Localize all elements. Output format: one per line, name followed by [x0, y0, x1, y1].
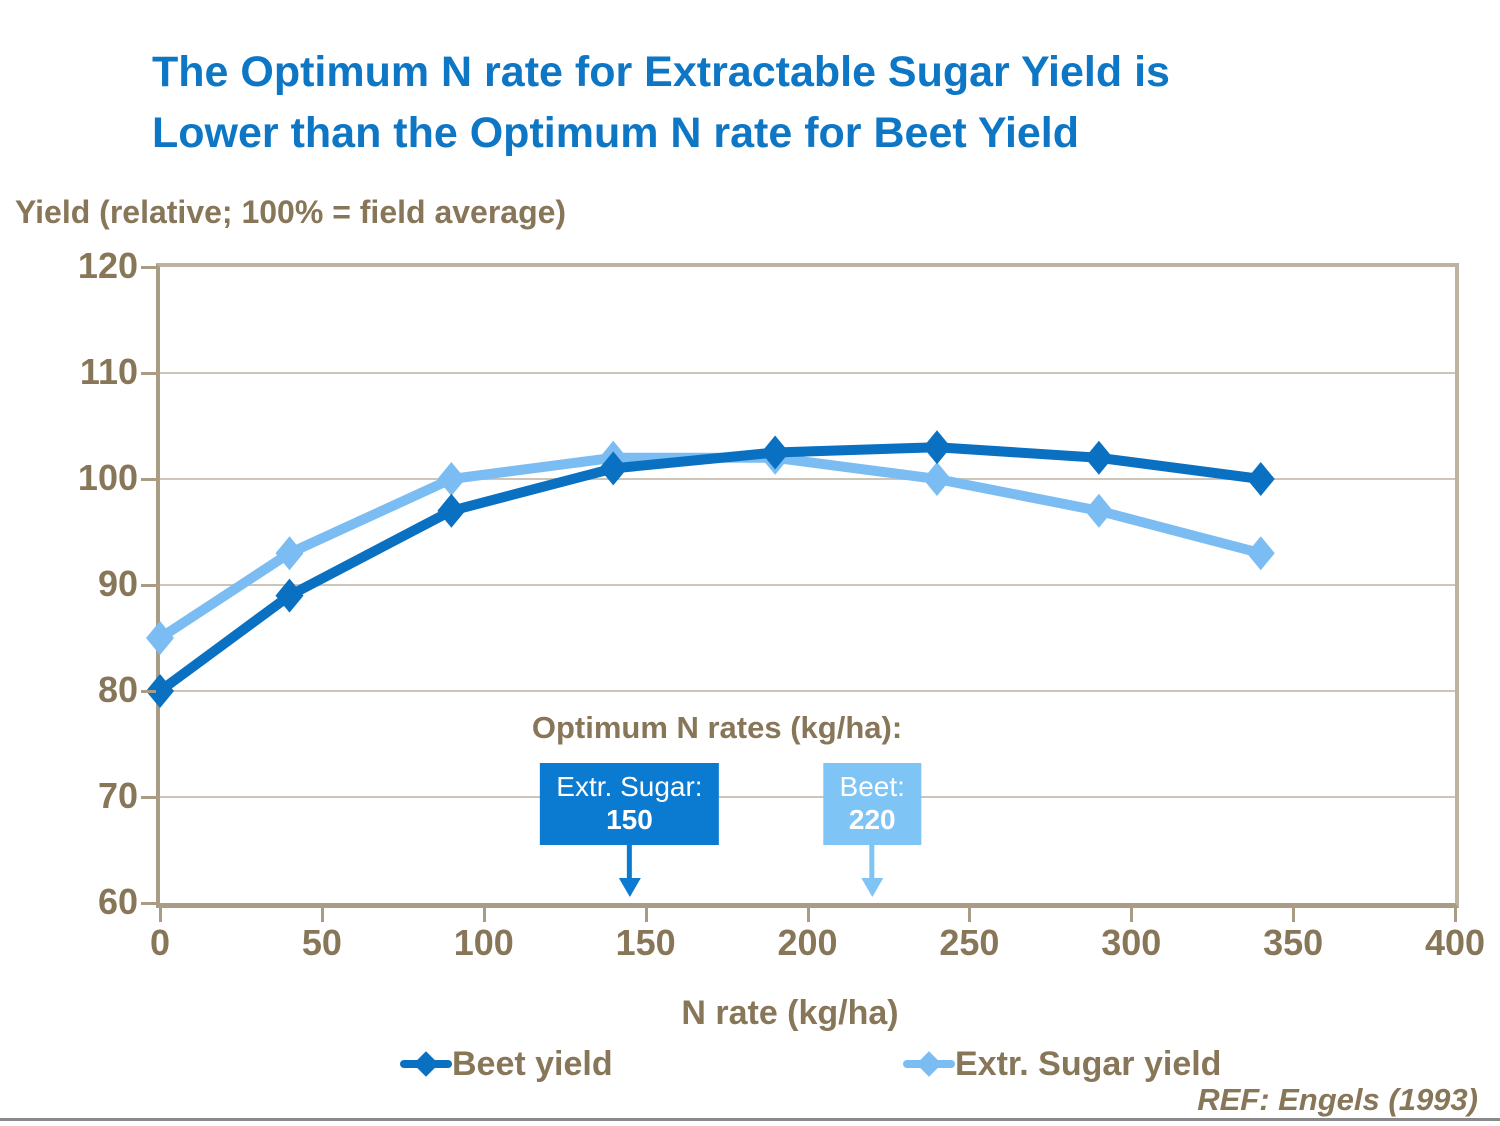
gridline	[160, 796, 1455, 798]
y-tick-mark	[141, 478, 156, 481]
extr-sugar-yield-marker	[275, 536, 304, 571]
y-tick-mark	[141, 372, 156, 375]
legend-marker-icon	[903, 1042, 955, 1086]
x-tick-label: 200	[777, 922, 838, 963]
y-tick-mark	[141, 266, 156, 269]
gridline	[160, 372, 1455, 374]
annotation-arrow-head	[861, 878, 884, 897]
annotation-arrow-stem	[626, 845, 632, 878]
legend-diamond-icon	[413, 1051, 439, 1077]
x-tick-label: 50	[301, 922, 342, 963]
beet-yield-marker	[923, 430, 951, 465]
legend-label: Extr. Sugar yield	[955, 1044, 1222, 1083]
beet-yield-marker	[1084, 440, 1113, 475]
x-tick-label: 350	[1263, 922, 1324, 963]
legend-label: Beet yield	[452, 1044, 613, 1083]
x-tick-mark	[482, 908, 486, 922]
extr-sugar-yield-marker	[923, 462, 951, 496]
y-tick-mark	[141, 902, 156, 905]
y-tick-label: 100	[77, 457, 138, 498]
legend-marker-icon	[400, 1042, 452, 1086]
y-tick-mark	[141, 796, 156, 799]
extr-sugar-yield-marker	[1246, 536, 1275, 571]
beet-yield-line	[155, 442, 1266, 696]
extr-sugar-yield-marker	[146, 621, 174, 655]
y-tick-label: 110	[79, 351, 138, 392]
x-tick-mark	[1130, 908, 1134, 922]
y-tick-label: 70	[97, 775, 138, 816]
chart-title: The Optimum N rate for Extractable Sugar…	[152, 42, 1412, 164]
gridline	[160, 690, 1455, 692]
x-tick-mark	[1454, 908, 1457, 922]
beet-yield-marker	[761, 435, 790, 470]
x-axis-label: N rate (kg/ha)	[681, 994, 899, 1032]
y-tick-label: 60	[97, 881, 138, 922]
annotation-box-label: Beet:	[839, 771, 905, 802]
y-tick-label: 90	[97, 563, 138, 604]
x-tick-mark	[644, 908, 648, 922]
x-tick-mark	[968, 908, 972, 922]
annotation-heading: Optimum N rates (kg/ha):	[531, 710, 903, 745]
annotation-arrow-stem	[869, 845, 875, 878]
plot-area	[146, 263, 1459, 908]
annotation-box-value: 220	[848, 804, 896, 835]
x-tick-mark	[1292, 908, 1296, 922]
annotation-box: Extr. Sugar: 150	[540, 763, 719, 845]
x-tick-label: 400	[1424, 922, 1486, 963]
y-axis-title: Yield (relative; 100% = field average)	[15, 194, 567, 230]
y-tick-mark	[141, 584, 156, 587]
x-tick-label: 250	[939, 922, 1000, 963]
beet-yield-marker	[1246, 462, 1275, 496]
gridline	[160, 478, 1455, 480]
x-tick-label: 0	[149, 922, 171, 963]
y-tick-label: 80	[97, 669, 138, 710]
extr-sugar-yield-line	[155, 452, 1266, 643]
reference-text: REF: Engels (1993)	[1197, 1082, 1478, 1117]
legend-item-extr-sugar-yield: Extr. Sugar yield	[903, 1042, 1221, 1086]
annotation-box-label: Extr. Sugar:	[556, 771, 703, 802]
x-tick-label: 300	[1101, 922, 1162, 963]
annotation-arrow-head	[618, 878, 641, 897]
annotation-callout-beet: Beet: 220	[823, 763, 921, 897]
chart-title-line1: The Optimum N rate for Extractable Sugar…	[152, 48, 1170, 96]
x-tick-label: 150	[615, 922, 676, 963]
series-plot	[146, 430, 1275, 708]
y-tick-mark	[141, 690, 156, 693]
x-tick-mark	[806, 908, 810, 922]
x-tick-mark	[159, 908, 162, 922]
bottom-rule	[0, 1118, 1500, 1121]
extr-sugar-yield-marker	[1084, 493, 1113, 528]
beet-yield-marker	[146, 674, 174, 708]
legend-item-beet-yield: Beet yield	[400, 1042, 613, 1086]
annotation-callout-extr-sugar: Extr. Sugar: 150	[540, 763, 719, 897]
legend-diamond-icon	[916, 1051, 942, 1077]
beet-yield-marker	[437, 493, 466, 528]
annotation-box-value: 150	[606, 804, 653, 835]
x-tick-label: 100	[453, 922, 514, 963]
annotation-box: Beet: 220	[823, 763, 921, 845]
x-tick-mark	[320, 908, 324, 922]
y-tick-label: 120	[77, 245, 138, 286]
beet-yield-marker	[599, 451, 628, 486]
beet-yield-marker	[275, 578, 304, 613]
gridline	[160, 584, 1455, 586]
extr-sugar-yield-marker	[437, 462, 466, 496]
chart-title-line2: Lower than the Optimum N rate for Beet Y…	[152, 109, 1080, 157]
